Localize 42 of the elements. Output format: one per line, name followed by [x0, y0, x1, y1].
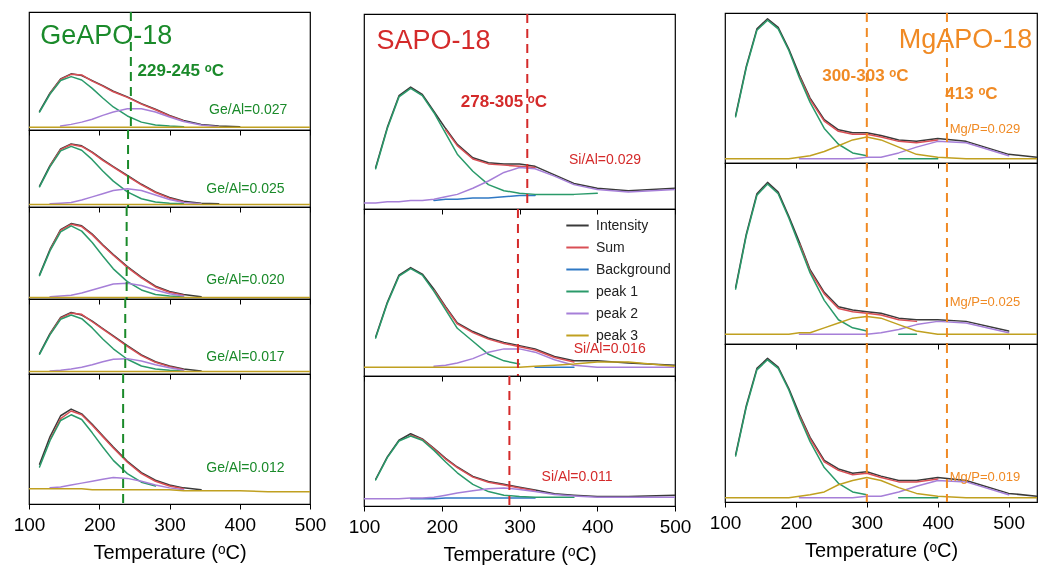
legend-label: Background	[596, 260, 671, 277]
annotation: Ge/Al=0.017	[206, 347, 285, 364]
annotation: 300-303 ᵒC	[822, 66, 909, 85]
x-axis-title: Temperature (ᵒC)	[804, 538, 959, 561]
x-tick-label: 300	[154, 513, 186, 535]
annotation: 229-245 ᵒC	[137, 61, 224, 80]
chart-title: GeAPO-18	[40, 19, 173, 50]
annotation: Si/Al=0.029	[569, 151, 642, 168]
x-tick-label: 100	[13, 513, 46, 535]
x-tick-label: 100	[348, 515, 381, 537]
legend-label: peak 3	[596, 326, 639, 343]
x-tick-label: 400	[224, 513, 257, 535]
legend-label: Sum	[596, 238, 625, 255]
annotation: Ge/Al=0.012	[206, 458, 285, 475]
chart-title: SAPO-18	[376, 25, 491, 56]
annotation: Si/Al=0.011	[541, 468, 613, 485]
legend-label: peak 1	[596, 282, 639, 299]
x-tick-label: 500	[294, 513, 327, 535]
x-tick-label: 300	[851, 511, 884, 533]
annotation: Mg/P=0.019	[949, 468, 1021, 484]
x-tick-label: 200	[780, 511, 813, 533]
legend-label: Intensity	[596, 216, 649, 233]
x-tick-label: 500	[659, 515, 692, 537]
annotation: 413 ᵒC	[945, 84, 998, 103]
annotation: Ge/Al=0.027	[209, 100, 288, 117]
x-tick-label: 400	[581, 515, 614, 537]
x-axis-title: Temperature (ᵒC)	[93, 540, 247, 563]
annotation: Ge/Al=0.025	[206, 180, 285, 197]
x-tick-label: 200	[83, 513, 116, 535]
annotation: Mg/P=0.029	[949, 120, 1021, 136]
x-axis-title: Temperature (ᵒC)	[443, 542, 597, 565]
annotation: Ge/Al=0.020	[206, 270, 285, 287]
x-tick-label: 100	[709, 511, 742, 533]
legend-label: peak 2	[596, 304, 639, 321]
x-tick-label: 500	[993, 511, 1025, 533]
annotation: Mg/P=0.025	[949, 294, 1021, 310]
annotation: 278-305 ᵒC	[460, 91, 548, 111]
x-tick-label: 400	[922, 511, 955, 533]
x-tick-label: 300	[504, 515, 536, 537]
x-tick-label: 200	[426, 515, 459, 537]
annotation: Si/Al=0.016	[573, 340, 646, 357]
chart-title: MgAPO-18	[898, 24, 1033, 54]
